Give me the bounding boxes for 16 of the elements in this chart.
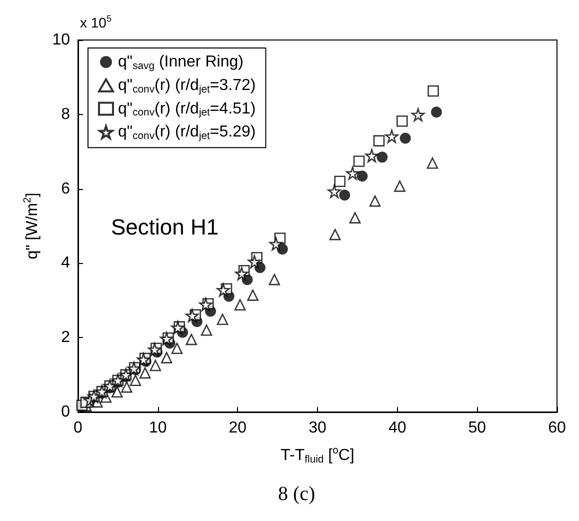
- y-tick-label: 8: [61, 106, 70, 123]
- y-tick-label: 2: [61, 329, 70, 346]
- x-tick-label: 30: [308, 420, 326, 436]
- text: 8 (c): [278, 483, 316, 505]
- x-tick-label: 20: [228, 420, 247, 436]
- x-tick-label: 50: [468, 420, 486, 436]
- y-tick-label: 6: [61, 180, 70, 198]
- x-tick-label: 60: [548, 420, 566, 436]
- x-tick-label: 40: [388, 420, 406, 436]
- y-axis-title: q" [W/m2]: [22, 192, 42, 260]
- x-tick-label: 10: [148, 420, 167, 436]
- y-tick-label: 0: [61, 404, 70, 420]
- x-tick-label: 0: [74, 420, 83, 436]
- y-tick-label: 10: [52, 32, 70, 48]
- annotation: Section H1: [111, 214, 219, 240]
- y-tick-label: 4: [61, 254, 70, 272]
